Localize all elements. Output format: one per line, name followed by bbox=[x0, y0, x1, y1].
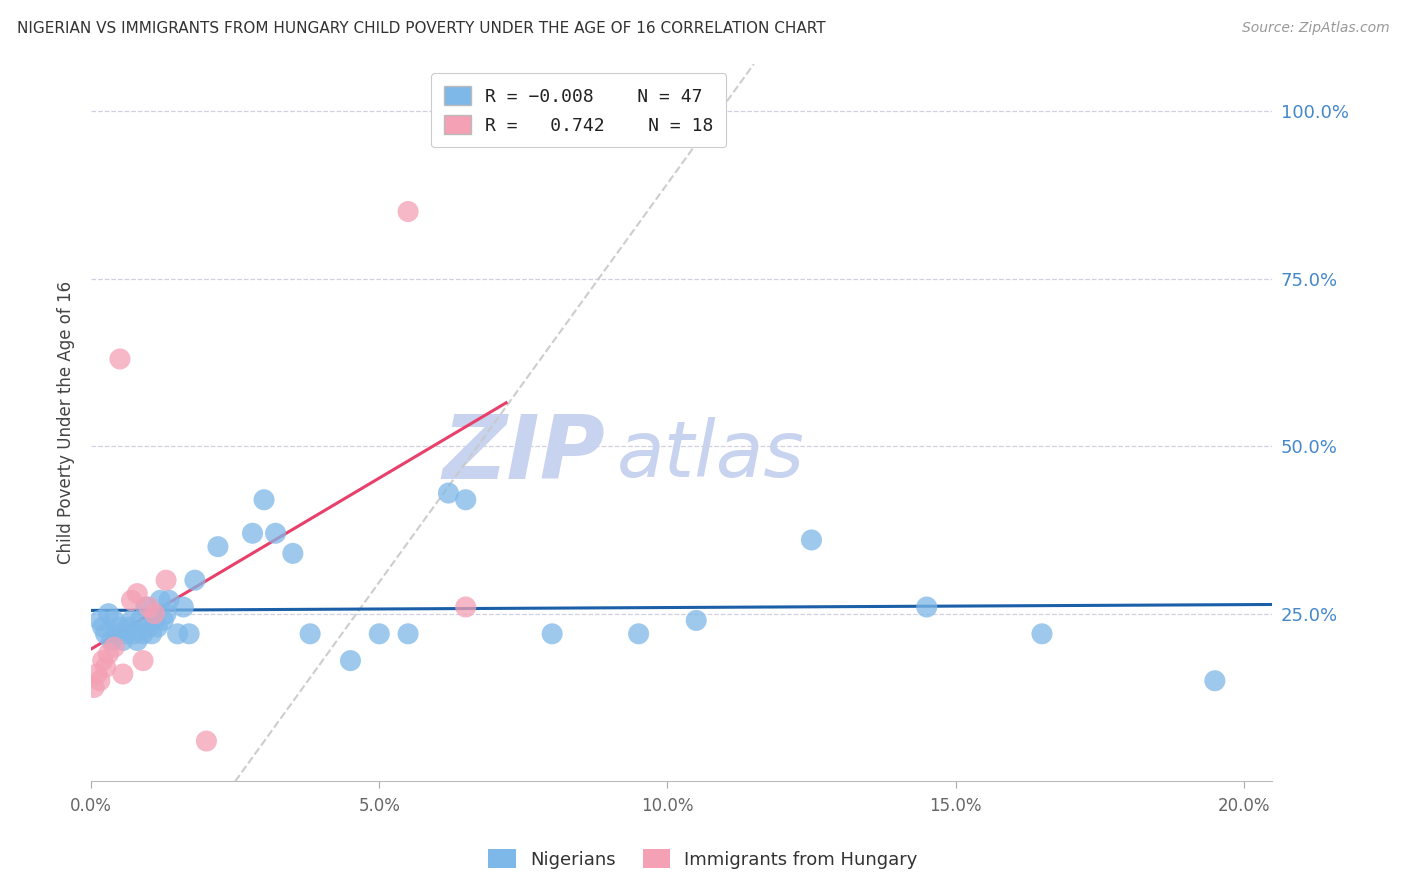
Point bbox=[127, 586, 149, 600]
Point bbox=[89, 673, 111, 688]
Point bbox=[108, 351, 131, 366]
Point bbox=[454, 599, 477, 614]
Point bbox=[339, 654, 361, 668]
Point bbox=[157, 593, 180, 607]
Point bbox=[1031, 627, 1053, 641]
Point bbox=[155, 573, 177, 587]
Point bbox=[437, 486, 460, 500]
Point bbox=[97, 607, 120, 621]
Point bbox=[129, 614, 152, 628]
Point bbox=[253, 492, 276, 507]
Point bbox=[108, 620, 131, 634]
Y-axis label: Child Poverty Under the Age of 16: Child Poverty Under the Age of 16 bbox=[58, 281, 75, 565]
Point bbox=[800, 533, 823, 547]
Point bbox=[103, 640, 125, 655]
Point bbox=[97, 647, 120, 661]
Point bbox=[541, 627, 564, 641]
Point bbox=[396, 627, 419, 641]
Point bbox=[396, 204, 419, 219]
Point bbox=[103, 614, 125, 628]
Point bbox=[149, 593, 172, 607]
Point bbox=[242, 526, 264, 541]
Point bbox=[454, 492, 477, 507]
Point bbox=[132, 654, 155, 668]
Point bbox=[86, 667, 108, 681]
Point bbox=[155, 607, 177, 621]
Point bbox=[281, 546, 304, 560]
Point bbox=[83, 681, 105, 695]
Point bbox=[94, 660, 117, 674]
Point bbox=[89, 614, 111, 628]
Point bbox=[121, 614, 143, 628]
Point bbox=[138, 599, 160, 614]
Point bbox=[146, 620, 169, 634]
Point bbox=[91, 620, 114, 634]
Point bbox=[94, 627, 117, 641]
Point bbox=[114, 627, 136, 641]
Point bbox=[685, 614, 707, 628]
Point bbox=[915, 599, 938, 614]
Legend: Nigerians, Immigrants from Hungary: Nigerians, Immigrants from Hungary bbox=[481, 841, 925, 876]
Point bbox=[111, 633, 134, 648]
Point bbox=[1204, 673, 1226, 688]
Point bbox=[141, 627, 163, 641]
Text: ZIP: ZIP bbox=[443, 411, 605, 499]
Point bbox=[299, 627, 322, 641]
Point bbox=[264, 526, 287, 541]
Point bbox=[143, 614, 166, 628]
Point bbox=[195, 734, 218, 748]
Point bbox=[132, 627, 155, 641]
Point bbox=[124, 627, 146, 641]
Point bbox=[368, 627, 391, 641]
Legend: R = −0.008    N = 47, R =   0.742    N = 18: R = −0.008 N = 47, R = 0.742 N = 18 bbox=[432, 73, 725, 147]
Point bbox=[111, 667, 134, 681]
Point bbox=[627, 627, 650, 641]
Text: Source: ZipAtlas.com: Source: ZipAtlas.com bbox=[1241, 21, 1389, 35]
Text: atlas: atlas bbox=[617, 417, 804, 493]
Point bbox=[105, 627, 128, 641]
Point bbox=[184, 573, 207, 587]
Point bbox=[117, 620, 139, 634]
Point bbox=[127, 633, 149, 648]
Point bbox=[138, 620, 160, 634]
Point bbox=[143, 607, 166, 621]
Point bbox=[121, 593, 143, 607]
Point bbox=[100, 633, 122, 648]
Point bbox=[207, 540, 229, 554]
Point bbox=[172, 599, 194, 614]
Point bbox=[91, 654, 114, 668]
Text: NIGERIAN VS IMMIGRANTS FROM HUNGARY CHILD POVERTY UNDER THE AGE OF 16 CORRELATIO: NIGERIAN VS IMMIGRANTS FROM HUNGARY CHIL… bbox=[17, 21, 825, 36]
Point bbox=[179, 627, 201, 641]
Point bbox=[152, 614, 174, 628]
Point bbox=[135, 599, 157, 614]
Point bbox=[166, 627, 188, 641]
